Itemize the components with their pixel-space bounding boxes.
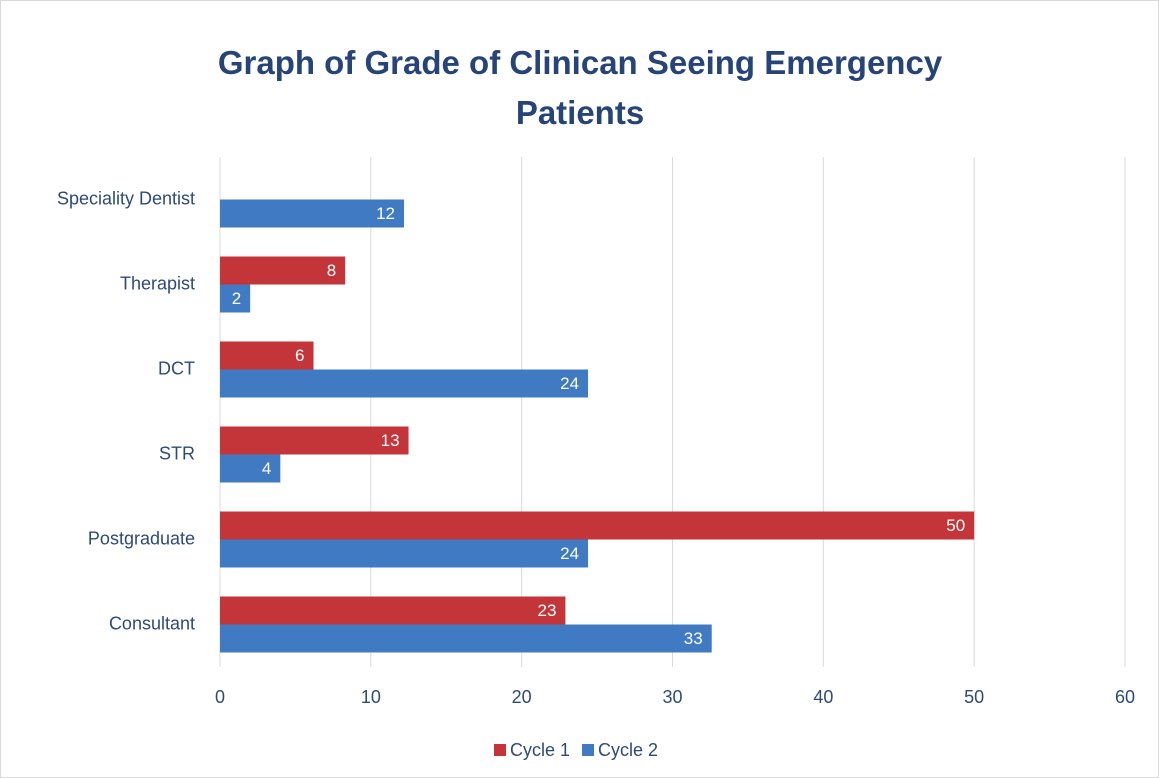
- data-label: 13: [381, 431, 400, 450]
- y-tick-label: Speciality Dentist: [57, 188, 195, 208]
- bar: [220, 511, 975, 540]
- x-tick-label: 20: [512, 687, 532, 707]
- data-label: 50: [946, 516, 965, 535]
- legend-label: Cycle 2: [598, 740, 658, 760]
- bar: [220, 596, 566, 625]
- data-label: 6: [295, 346, 304, 365]
- y-tick-label: Postgraduate: [88, 528, 195, 548]
- y-tick-label: Therapist: [120, 273, 195, 293]
- bar: [220, 341, 314, 370]
- bar: [220, 369, 589, 398]
- data-label: 33: [684, 629, 703, 648]
- data-label: 8: [327, 261, 336, 280]
- legend-swatch: [582, 744, 595, 756]
- data-label: 12: [376, 204, 395, 223]
- data-label: 24: [560, 544, 579, 563]
- x-tick-label: 40: [813, 687, 833, 707]
- x-tick-label: 10: [361, 687, 381, 707]
- legend-swatch: [494, 744, 506, 756]
- bar: [220, 426, 409, 455]
- bar: [220, 539, 589, 568]
- y-tick-label: Consultant: [109, 613, 195, 633]
- x-tick-label: 50: [964, 687, 984, 707]
- data-label: 24: [560, 374, 579, 393]
- bar: [220, 256, 346, 285]
- y-tick-label: DCT: [158, 358, 195, 378]
- legend-label: Cycle 1: [510, 740, 570, 760]
- x-tick-label: 0: [215, 687, 225, 707]
- bar: [220, 624, 712, 653]
- data-label: 23: [537, 601, 556, 620]
- chart-title: Graph of Grade of Clinican Seeing Emerge…: [217, 44, 943, 131]
- data-label: 4: [262, 459, 271, 478]
- bar: [220, 454, 281, 483]
- y-tick-label: STR: [159, 443, 195, 463]
- bar: [220, 199, 405, 228]
- data-label: 2: [232, 289, 241, 308]
- x-tick-label: 60: [1115, 687, 1135, 707]
- bar: [220, 284, 251, 313]
- x-tick-label: 30: [662, 687, 682, 707]
